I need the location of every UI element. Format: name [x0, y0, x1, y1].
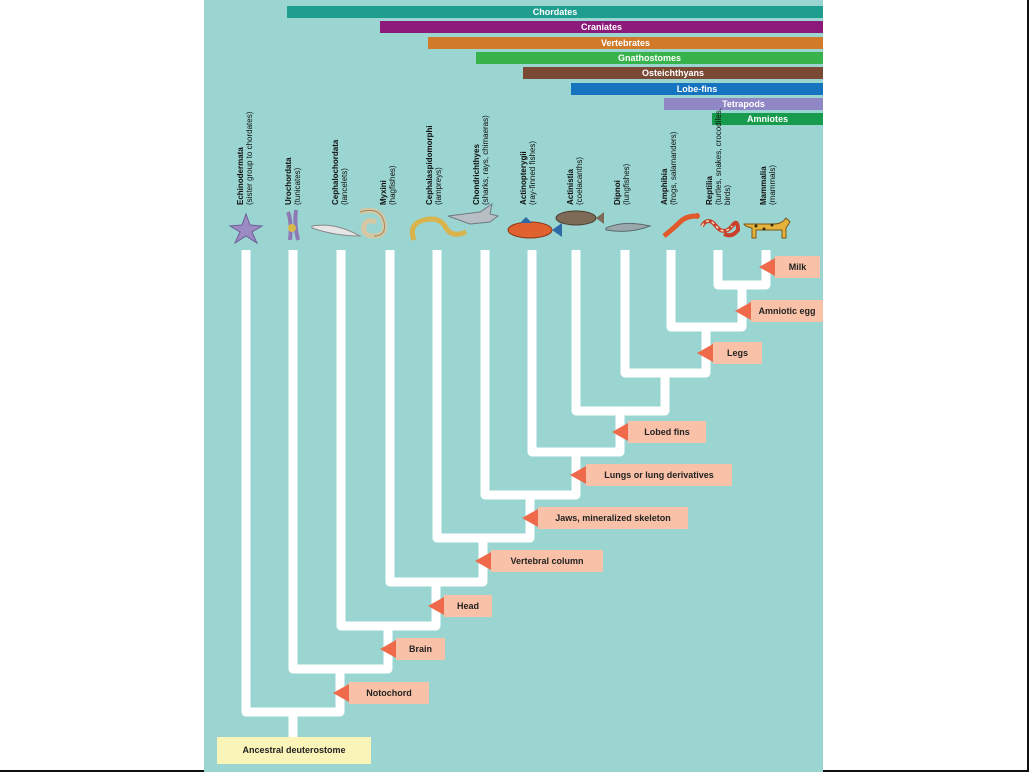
- clade-label: Tetrapods: [722, 99, 765, 109]
- character-label: Jaws, mineralized skeleton: [555, 513, 671, 523]
- character-label: Head: [456, 601, 479, 611]
- salamander-icon: [662, 213, 700, 238]
- hagfish-icon: [359, 207, 387, 239]
- clade-bar-amniotes: Amniotes: [712, 113, 823, 125]
- phylogeny-panel: [204, 0, 823, 772]
- character-arrow: [522, 509, 538, 527]
- clade-bar-craniates: Craniates: [380, 21, 823, 33]
- clade-bar-vertebrates: Vertebrates: [428, 37, 823, 49]
- character-arrow: [333, 684, 349, 702]
- lungfish-icon: [605, 222, 652, 232]
- root-label: Ancestral deuterostome: [242, 745, 346, 755]
- ray-finned-fish-icon: [507, 217, 562, 239]
- character-label: Lungs or lung derivatives: [604, 470, 714, 480]
- character-arrow: [570, 466, 586, 484]
- character-label: Notochord: [366, 688, 412, 698]
- tunicate-icon: [286, 209, 300, 241]
- root-label-box: Ancestral deuterostome: [217, 737, 371, 764]
- clade-label: Vertebrates: [600, 38, 651, 48]
- clade-bar-tetrapods: Tetrapods: [664, 98, 823, 110]
- character-label: Vertebral column: [510, 556, 584, 566]
- leopard-icon: [743, 217, 791, 239]
- character-arrow: [475, 552, 491, 570]
- clade-label: Osteichthyans: [641, 68, 705, 78]
- lamprey-icon: [409, 216, 467, 241]
- character-lobed-fins: Lobed fins: [628, 421, 706, 443]
- character-lungs: Lungs or lung derivatives: [586, 464, 732, 486]
- clade-bar-osteichthyans: Osteichthyans: [523, 67, 823, 79]
- character-label: Lobed fins: [644, 427, 690, 437]
- clade-bar-chordates: Chordates: [287, 6, 823, 18]
- character-legs: Legs: [713, 342, 762, 364]
- character-vertebral-column: Vertebral column: [491, 550, 603, 572]
- character-label: Milk: [788, 262, 807, 272]
- clade-label: Chordates: [532, 7, 578, 17]
- clade-label: Gnathostomes: [617, 53, 681, 63]
- character-arrow: [735, 302, 751, 320]
- character-label: Amniotic egg: [758, 306, 816, 316]
- lancelet-icon: [311, 224, 362, 237]
- character-label: Legs: [726, 348, 748, 358]
- character-head: Head: [444, 595, 492, 617]
- character-arrow: [612, 423, 628, 441]
- character-jaws: Jaws, mineralized skeleton: [538, 507, 688, 529]
- character-amniotic-egg: Amniotic egg: [751, 300, 823, 322]
- clade-bar-lobe-fins: Lobe-fins: [571, 83, 823, 95]
- character-notochord: Notochord: [349, 682, 429, 704]
- clade-label: Amniotes: [746, 114, 788, 124]
- tree-branches: [241, 250, 771, 740]
- clade-bar-gnathostomes: Gnathostomes: [476, 52, 823, 64]
- clade-label: Lobe-fins: [676, 84, 718, 94]
- character-milk: Milk: [775, 256, 820, 278]
- snake-icon: [700, 219, 741, 238]
- character-arrow: [428, 597, 444, 615]
- sea-star-icon: [228, 212, 264, 245]
- character-arrow: [380, 640, 396, 658]
- branch-tetrapods: [620, 250, 711, 378]
- clade-label: Craniates: [580, 22, 623, 32]
- character-arrow: [759, 258, 775, 276]
- shark-icon: [447, 202, 500, 225]
- character-brain: Brain: [396, 638, 445, 660]
- character-arrow: [697, 344, 713, 362]
- coelacanth-icon: [555, 210, 604, 226]
- character-label: Brain: [408, 644, 432, 654]
